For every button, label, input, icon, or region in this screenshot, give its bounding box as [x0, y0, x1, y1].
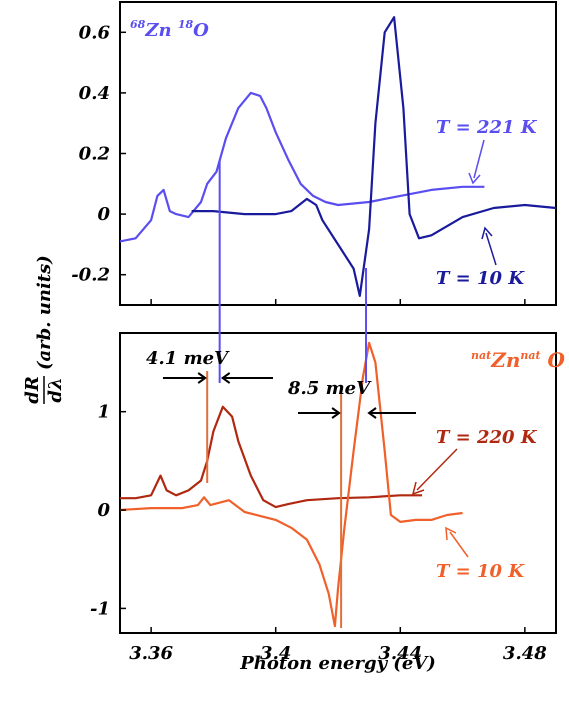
series-line-top-1	[119, 91, 485, 243]
top-panel-frame	[119, 1, 557, 306]
gap-right-arrow-in-head	[331, 407, 341, 419]
arrow-t220	[416, 448, 458, 491]
arrowhead-t10-top	[481, 226, 493, 240]
series-line-bottom-1	[120, 405, 423, 509]
y-axis-label-units: (arb. units)	[34, 255, 55, 370]
gap-left-arrow-out-head	[220, 372, 231, 384]
gap-right-arrow-out-head	[367, 407, 377, 419]
x-tick-label-2: 3.44	[378, 643, 422, 664]
gap-label-right: 8.5 meV	[287, 378, 372, 399]
x-axis-label: Photon energy (eV)	[239, 653, 436, 674]
arrow-t10-bottom	[449, 531, 469, 558]
y-tick-label-top-0: 0.6	[79, 22, 111, 43]
top-sample-sup2: 18	[178, 18, 194, 31]
series-line-top-2	[191, 16, 557, 297]
y-tick-label-top-4: -0.2	[71, 265, 110, 286]
top-sample-label: 68Zn 18O	[130, 18, 209, 41]
y-axis-label-numerator: dR	[22, 376, 43, 404]
y-tick-label-bottom-1: 0	[97, 500, 110, 521]
bottom-sample-base1: Zn	[490, 348, 520, 372]
y-tick-label-top-3: 0	[97, 204, 110, 225]
y-tick-label-top-1: 0.4	[79, 83, 110, 104]
top-sample-base2: O	[193, 20, 209, 41]
arrow-t221	[473, 139, 485, 179]
y-tick-label-bottom-0: 1	[97, 402, 110, 423]
arrow-t10-top	[485, 232, 497, 266]
axis-ticks: 0.6 0.4 0.2 0 -0.2 1 0 -1 3.36 3.4 3.44 3.48	[71, 22, 547, 664]
arrowhead-t220	[411, 481, 425, 496]
top-panel-series	[119, 16, 557, 297]
bottom-sample-base2: O	[541, 348, 566, 372]
bottom-sample-label: natZnnat O	[471, 348, 566, 372]
series-line-bottom-2	[119, 341, 463, 628]
gap-label-left: 4.1 meV	[146, 348, 230, 369]
annotation-t10-bottom: T = 10 K	[436, 561, 525, 582]
bottom-panel-series	[119, 341, 463, 628]
y-tick-label-bottom-2: -1	[90, 598, 110, 619]
y-axis-label-denominator: dλ	[45, 377, 66, 402]
bottom-panel-frame	[119, 332, 557, 634]
transition-markers	[163, 160, 416, 628]
annotation-t221: T = 221 K	[436, 117, 538, 138]
x-tick-label-0: 3.36	[129, 643, 173, 664]
annotation-t10-top: T = 10 K	[436, 268, 525, 289]
y-tick-label-top-2: 0.2	[79, 144, 110, 165]
arrowhead-t10-bottom	[445, 526, 457, 541]
x-tick-label-3: 3.48	[503, 643, 547, 664]
x-tick-label-1: 3.4	[260, 643, 291, 664]
y-axis-label: dR dλ (arb. units)	[22, 255, 66, 404]
annotation-t220: T = 220 K	[436, 427, 538, 448]
top-sample-sup1: 68	[130, 18, 146, 31]
arrowhead-t221	[468, 172, 481, 185]
bottom-sample-sup1: nat	[471, 349, 491, 362]
gap-left-arrow-in-head	[197, 372, 207, 384]
top-sample-base1: Zn	[144, 20, 178, 41]
bottom-sample-sup2: nat	[520, 349, 540, 362]
